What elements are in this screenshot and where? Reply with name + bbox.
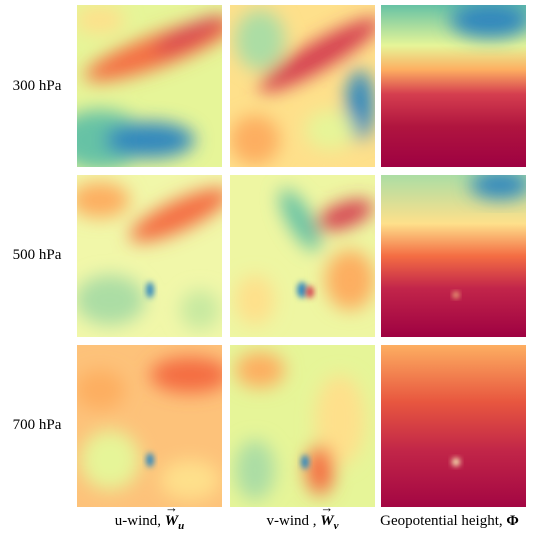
row-label: 300 hPa — [12, 78, 62, 94]
label-text: v-wind , — [266, 513, 321, 529]
column-label: v-wind , Wv — [230, 500, 375, 532]
panel-u-300 — [77, 5, 222, 167]
panel-phi-300 — [381, 5, 526, 167]
panel-v-300 — [230, 5, 375, 167]
symbol: W — [165, 500, 179, 530]
row-label: 500 hPa — [12, 247, 62, 263]
subscript: u — [178, 520, 185, 532]
panel-v-500 — [230, 175, 375, 337]
label-text: u-wind, — [114, 513, 165, 529]
subscript: v — [333, 520, 339, 532]
column-label: u-wind, Wu — [77, 500, 222, 532]
label-text: Geopotential height, — [380, 513, 507, 529]
column-label: Geopotential height, Φ — [366, 513, 533, 530]
row-label: 700 hPa — [12, 417, 62, 433]
symbol: Φ — [506, 513, 519, 529]
panel-v-700 — [230, 345, 375, 507]
symbol: W — [320, 500, 334, 530]
panel-phi-700 — [381, 345, 526, 507]
panel-u-500 — [77, 175, 222, 337]
panel-phi-500 — [381, 175, 526, 337]
panel-u-700 — [77, 345, 222, 507]
